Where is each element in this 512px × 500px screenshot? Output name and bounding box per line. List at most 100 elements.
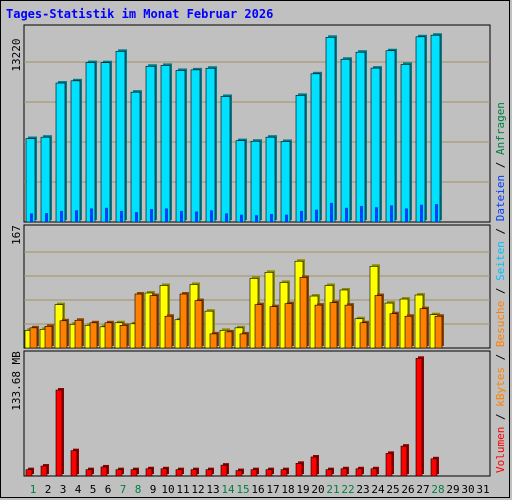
requests-bar-day-17-face <box>265 136 276 223</box>
volume-bar-day-15-face <box>235 470 243 477</box>
files-bar-day-6 <box>105 207 108 222</box>
volume-bar-day-17 <box>265 467 274 477</box>
requests-bar-day-1 <box>25 136 37 223</box>
visits-bar-day-25 <box>389 311 399 349</box>
volume-bar-day-22 <box>340 466 349 477</box>
right-legend-segment-0: Volumen <box>494 427 507 473</box>
requests-bar-day-19-face <box>295 95 306 223</box>
requests-bar-day-28 <box>430 33 442 223</box>
visits-bar-day-28 <box>434 314 444 349</box>
x-tick-label-day-16: 16 <box>251 483 264 496</box>
volume-bar-day-13-face <box>205 469 213 477</box>
files-bar-day-3 <box>60 210 63 222</box>
volume-bar-day-23 <box>355 466 364 477</box>
visits-bar-day-13 <box>209 331 219 349</box>
volume-bar-day-3 <box>55 388 64 477</box>
requests-bar-day-27-face <box>415 36 426 223</box>
volume-bar-day-2 <box>40 464 49 477</box>
volume-bar-day-14 <box>220 463 229 477</box>
volume-bar-day-20-face <box>310 456 318 477</box>
x-tick-label-day-24: 24 <box>371 483 385 496</box>
requests-bar-day-16 <box>250 139 262 223</box>
right-legend-segment-5: / <box>494 281 507 301</box>
volume-bar-day-8 <box>130 467 139 477</box>
files-bar-day-13 <box>210 210 213 222</box>
visits-bar-day-8 <box>134 292 144 349</box>
requests-bar-day-13 <box>205 66 217 223</box>
x-tick-label-day-7: 7 <box>120 483 127 496</box>
requests-bar-day-1-face <box>25 138 36 223</box>
files-bar-day-15 <box>240 214 243 222</box>
x-tick-label-day-27: 27 <box>416 483 429 496</box>
files-bar-day-22 <box>345 207 348 222</box>
visits-bar-day-1-face <box>29 327 38 349</box>
visits-bar-day-15-face <box>239 333 248 349</box>
visits-bar-day-17 <box>269 304 279 349</box>
right-legend-segment-2: kBytes <box>494 367 507 407</box>
visits-bar-day-23 <box>359 320 369 349</box>
volume-bar-day-1 <box>25 467 34 477</box>
requests-bar-day-26 <box>400 62 412 223</box>
visits-bar-day-24 <box>374 293 384 349</box>
requests-bar-day-24 <box>370 66 382 223</box>
volume-bar-day-10-face <box>160 468 168 477</box>
requests-bar-day-4-face <box>70 80 81 223</box>
requests-bar-day-9-face <box>145 65 156 223</box>
visits-bar-day-7-face <box>119 325 128 349</box>
volume-bar-day-11 <box>175 467 184 477</box>
volume-bar-day-22-face <box>340 468 348 477</box>
requests-bar-day-10-face <box>160 65 171 223</box>
visits-bar-day-1 <box>29 325 39 349</box>
visits-bar-day-11 <box>179 292 189 349</box>
files-bar-day-11 <box>180 210 183 222</box>
requests-bar-day-12-face <box>190 69 201 223</box>
requests-bar-day-13-face <box>205 67 216 223</box>
pages-bar-day-13 <box>204 309 215 349</box>
requests-bar-day-6 <box>100 60 112 223</box>
visits-bar-day-15 <box>239 331 249 349</box>
x-tick-label-day-21: 21 <box>326 483 339 496</box>
x-tick-label-day-9: 9 <box>150 483 157 496</box>
visits-bar-day-18 <box>284 301 294 349</box>
files-bar-day-14 <box>225 213 228 222</box>
requests-bar-day-7-face <box>115 51 126 223</box>
visits-bar-day-11-face <box>179 293 188 349</box>
volume-bar-day-26-face <box>400 445 408 477</box>
volume-bar-day-13 <box>205 467 214 477</box>
requests-bar-day-23-face <box>355 51 366 223</box>
right-legend: Volumen / kBytes / Besuche / Seiten / Da… <box>494 102 507 473</box>
requests-bar-day-12 <box>190 67 202 223</box>
right-legend-segment-9: / <box>494 155 507 175</box>
right-legend-segment-8: Dateien <box>494 175 507 221</box>
volume-bar-day-3-face <box>55 389 63 477</box>
x-tick-label-day-10: 10 <box>161 483 174 496</box>
visits-bar-day-16-face <box>254 304 263 349</box>
requests-bar-day-11-face <box>175 70 186 223</box>
requests-bar-day-3 <box>55 81 67 223</box>
files-bar-day-21 <box>330 202 333 222</box>
visits-bar-day-22 <box>344 303 354 349</box>
visits-bar-day-13-face <box>209 333 218 349</box>
requests-bar-day-2-face <box>40 136 51 223</box>
requests-bar-day-3-face <box>55 82 66 223</box>
top-panel-max-label: 13220 <box>10 38 23 71</box>
x-tick-label-day-22: 22 <box>341 483 354 496</box>
volume-bar-day-28 <box>430 456 439 477</box>
files-bar-day-8 <box>135 212 138 222</box>
x-tick-label-day-14: 14 <box>221 483 235 496</box>
right-legend-segment-7: / <box>494 221 507 241</box>
x-tick-label-day-31: 31 <box>476 483 489 496</box>
requests-bar-day-4 <box>70 78 82 223</box>
files-bar-day-26 <box>405 208 408 222</box>
visits-bar-day-20-face <box>314 304 323 349</box>
volume-bar-day-11-face <box>175 469 183 477</box>
visits-bar-day-26-face <box>404 315 413 349</box>
files-bar-day-10 <box>165 208 168 222</box>
visits-bar-day-27-face <box>419 308 428 349</box>
requests-bar-day-22-face <box>340 58 351 223</box>
visits-bar-day-9-face <box>149 295 158 349</box>
x-tick-label-day-17: 17 <box>266 483 279 496</box>
files-bar-day-23 <box>360 205 363 222</box>
volume-bar-day-5 <box>85 467 94 477</box>
right-legend-segment-3: / <box>494 347 507 367</box>
